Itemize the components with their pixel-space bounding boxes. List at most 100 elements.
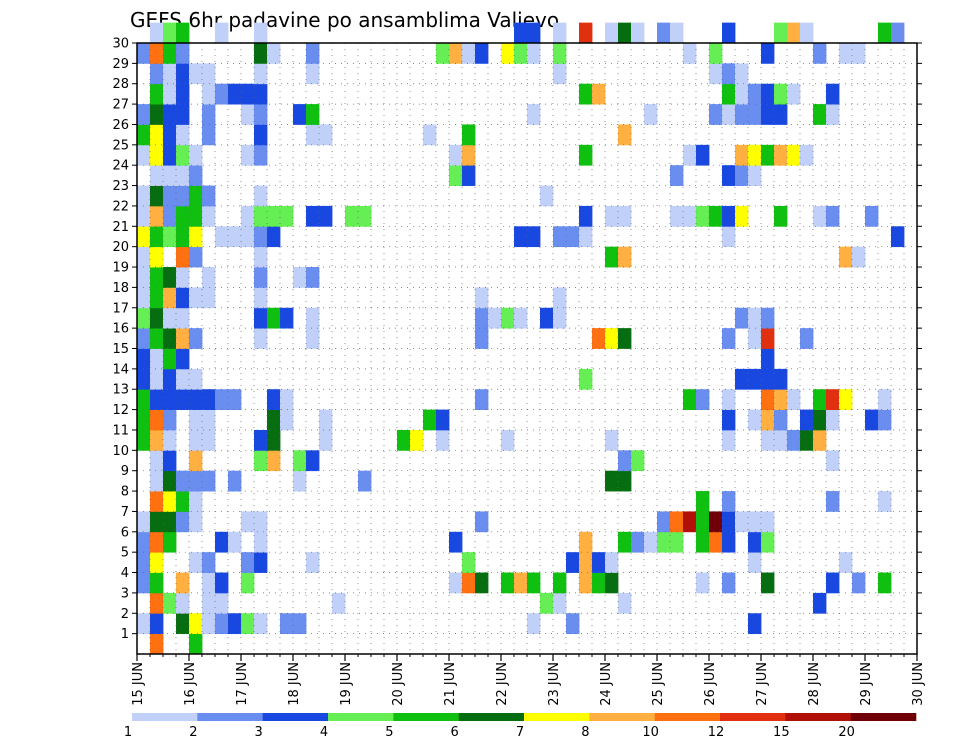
heatmap-cell bbox=[254, 429, 268, 451]
y-tick-label: 11 bbox=[112, 423, 129, 438]
x-tick-label: 25 JUN bbox=[651, 662, 666, 706]
heatmap-cell bbox=[202, 613, 216, 635]
heatmap-cell bbox=[202, 470, 216, 492]
x-tick-label: 30 JUN bbox=[911, 662, 926, 706]
heatmap-cell bbox=[189, 429, 203, 451]
heatmap-cell bbox=[696, 491, 710, 512]
heatmap-cell bbox=[228, 613, 242, 635]
heatmap-cell bbox=[189, 613, 203, 635]
heatmap-cell bbox=[618, 450, 632, 472]
heatmap-cell bbox=[189, 409, 203, 431]
heatmap-cell bbox=[592, 552, 606, 573]
heatmap-cell bbox=[683, 43, 697, 64]
y-tick-label: 30 bbox=[112, 37, 129, 52]
x-tick-label: 26 JUN bbox=[703, 662, 718, 706]
heatmap-cell bbox=[241, 226, 255, 248]
heatmap-cell bbox=[137, 552, 151, 573]
heatmap-cell bbox=[189, 287, 203, 309]
heatmap-cell bbox=[306, 267, 320, 288]
heatmap-cell bbox=[150, 185, 164, 207]
heatmap-cell bbox=[761, 104, 775, 125]
heatmap-cell bbox=[657, 22, 671, 44]
heatmap-cell bbox=[332, 592, 346, 614]
heatmap-cell bbox=[228, 531, 242, 553]
heatmap-cell bbox=[475, 43, 489, 64]
heatmap-cell bbox=[722, 226, 736, 248]
heatmap-cell bbox=[176, 491, 190, 512]
heatmap-cell bbox=[826, 409, 840, 431]
heatmap-cell bbox=[839, 43, 853, 64]
heatmap-cell bbox=[202, 83, 216, 105]
heatmap-cell bbox=[462, 552, 476, 573]
heatmap-cell bbox=[462, 124, 476, 146]
heatmap-cell bbox=[644, 104, 658, 125]
heatmap-cell bbox=[150, 348, 164, 370]
heatmap-cell bbox=[787, 22, 801, 44]
x-tick-label: 23 JUN bbox=[547, 662, 562, 706]
heatmap-cell bbox=[735, 165, 749, 186]
heatmap-cell bbox=[514, 22, 528, 44]
heatmap-cell bbox=[423, 124, 437, 146]
heatmap-cell bbox=[761, 409, 775, 431]
colorbar-label: 6 bbox=[451, 725, 459, 740]
x-tick-label: 15 JUN bbox=[131, 662, 146, 706]
heatmap-cell bbox=[176, 165, 190, 186]
heatmap-cell bbox=[189, 450, 203, 472]
y-tick-label: 22 bbox=[112, 199, 129, 214]
heatmap-cell bbox=[579, 83, 593, 105]
heatmap-cell bbox=[137, 531, 151, 553]
heatmap-cell bbox=[774, 368, 788, 390]
heatmap-cell bbox=[579, 572, 593, 594]
heatmap-cell bbox=[254, 144, 268, 166]
heatmap-cell bbox=[150, 368, 164, 390]
heatmap-cell bbox=[202, 267, 216, 288]
heatmap-cell bbox=[761, 83, 775, 105]
heatmap-cell bbox=[722, 165, 736, 186]
heatmap-cell bbox=[553, 22, 567, 44]
heatmap-cell bbox=[787, 429, 801, 451]
y-tick-label: 26 bbox=[112, 118, 129, 133]
heatmap-cell bbox=[709, 104, 723, 125]
heatmap-cell bbox=[150, 63, 164, 85]
heatmap-cell bbox=[163, 43, 177, 64]
heatmap-cell bbox=[267, 43, 281, 64]
heatmap-cell bbox=[735, 205, 749, 227]
heatmap-cell bbox=[176, 572, 190, 594]
heatmap-cell bbox=[137, 328, 151, 349]
heatmap-cell bbox=[202, 552, 216, 573]
heatmap-cell bbox=[553, 307, 567, 329]
heatmap-cell bbox=[683, 389, 697, 410]
heatmap-cell bbox=[163, 511, 177, 533]
heatmap-cell bbox=[306, 328, 320, 349]
heatmap-cell bbox=[579, 22, 593, 44]
heatmap-cell bbox=[254, 450, 268, 472]
heatmap-cell bbox=[878, 389, 892, 410]
heatmap-cell bbox=[748, 511, 762, 533]
heatmap-cell bbox=[306, 205, 320, 227]
heatmap-cell bbox=[475, 511, 489, 533]
heatmap-cell bbox=[527, 572, 541, 594]
heatmap-cell bbox=[475, 307, 489, 329]
heatmap-cell bbox=[163, 267, 177, 288]
heatmap-cell bbox=[722, 63, 736, 85]
heatmap-cell bbox=[306, 552, 320, 573]
heatmap-cell bbox=[319, 124, 333, 146]
heatmap-cell bbox=[176, 328, 190, 349]
y-tick-label: 16 bbox=[112, 322, 129, 337]
heatmap-cell bbox=[215, 22, 229, 44]
heatmap-cell bbox=[709, 63, 723, 85]
heatmap-cell bbox=[150, 491, 164, 512]
heatmap-cell bbox=[761, 307, 775, 329]
heatmap-cell bbox=[618, 246, 632, 268]
heatmap-cell bbox=[254, 205, 268, 227]
colorbar-segment bbox=[589, 713, 655, 721]
y-tick-label: 2 bbox=[121, 607, 129, 622]
heatmap-cell bbox=[189, 491, 203, 512]
heatmap-cell bbox=[774, 389, 788, 410]
colorbar: 1 2 3 4 5 6 7 8 10 12 15 20 bbox=[124, 713, 917, 740]
heatmap-cell bbox=[761, 348, 775, 370]
heatmap-cell bbox=[163, 491, 177, 512]
heatmap-cell bbox=[267, 409, 281, 431]
heatmap-cell bbox=[748, 409, 762, 431]
colorbar-segment bbox=[785, 713, 851, 721]
